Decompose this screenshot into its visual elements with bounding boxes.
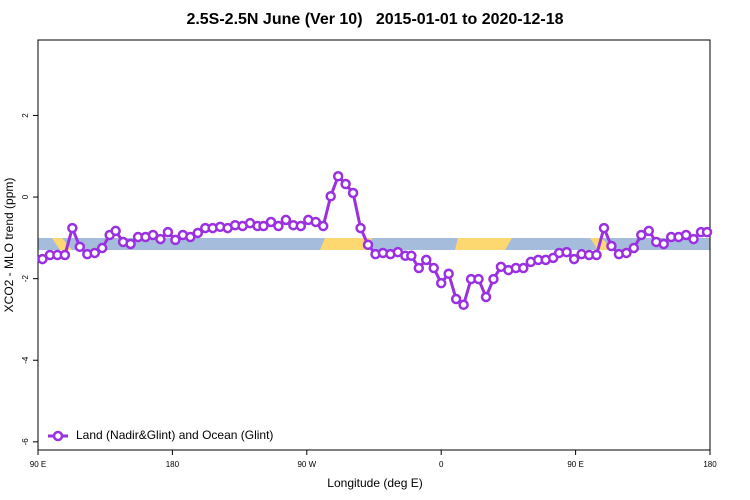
data-point <box>428 262 439 274</box>
surface-band <box>38 238 710 250</box>
chart-title: 2.5S-2.5N June (Ver 10) 2015-01-01 to 20… <box>186 11 563 28</box>
data-point <box>89 247 100 259</box>
data-point <box>192 227 204 239</box>
data-point <box>265 216 277 228</box>
data-point <box>74 241 86 253</box>
data-point <box>147 229 159 241</box>
data-point <box>155 233 166 245</box>
data-point <box>435 277 447 289</box>
data-point <box>37 253 48 265</box>
x-tick-label: 180 <box>166 460 180 469</box>
ocean-band <box>38 238 710 250</box>
data-point <box>561 246 572 258</box>
data-point <box>273 220 284 232</box>
data-point <box>473 273 484 285</box>
data-point <box>518 262 529 274</box>
y-tick-label: -6 <box>21 438 30 446</box>
data-point <box>96 242 108 254</box>
data-point <box>688 233 699 245</box>
data-point <box>59 249 71 261</box>
data-point <box>628 242 640 254</box>
data-point <box>258 220 269 232</box>
data-point <box>568 253 580 265</box>
data-point <box>636 229 647 241</box>
x-axis-label: Longitude (deg E) <box>327 476 422 490</box>
data-point <box>340 178 351 190</box>
data-point <box>170 234 181 246</box>
y-tick-label: -2 <box>21 275 30 283</box>
data-point <box>680 229 692 241</box>
legend-label: Land (Nadir&Glint) and Ocean (Glint) <box>76 428 273 442</box>
x-tick-label: 90 W <box>297 460 316 469</box>
data-point <box>413 262 425 274</box>
data-point <box>450 293 462 305</box>
data-point <box>310 216 322 228</box>
data-point <box>591 249 602 261</box>
data-point <box>362 239 374 251</box>
data-point <box>317 220 329 232</box>
x-tick-label: 180 <box>703 460 717 469</box>
data-point <box>295 220 307 232</box>
data-point <box>325 190 336 202</box>
data-point <box>488 273 499 285</box>
y-tick-label: -4 <box>21 356 30 364</box>
data-point <box>458 299 469 311</box>
y-axis-label: XCO2 - MLO trend (ppm) <box>2 178 16 313</box>
data-point <box>480 291 492 303</box>
data-point <box>443 268 454 280</box>
y-tick-label: 0 <box>21 194 30 199</box>
data-point <box>280 214 292 226</box>
land-band <box>320 238 372 250</box>
data-point <box>406 250 417 262</box>
data-point <box>162 226 174 238</box>
data-point <box>643 225 655 237</box>
legend-marker <box>52 430 64 442</box>
data-point <box>125 238 136 250</box>
data-point <box>421 254 432 266</box>
data-point <box>347 187 359 199</box>
data-point <box>658 238 669 250</box>
data-point <box>621 247 632 259</box>
x-tick-label: 0 <box>439 460 444 469</box>
data-point <box>332 171 344 182</box>
data-point <box>598 222 610 234</box>
data-point <box>67 222 78 234</box>
data-point <box>355 222 366 234</box>
data-point <box>701 226 713 238</box>
x-tick-label: 90 E <box>30 460 46 469</box>
y-tick-label: 2 <box>21 113 30 118</box>
plot-frame <box>37 39 711 451</box>
data-point <box>110 225 121 237</box>
land-band <box>455 238 512 250</box>
data-point <box>606 240 617 252</box>
x-tick-label: 90 E <box>567 460 583 469</box>
data-point <box>185 231 196 243</box>
